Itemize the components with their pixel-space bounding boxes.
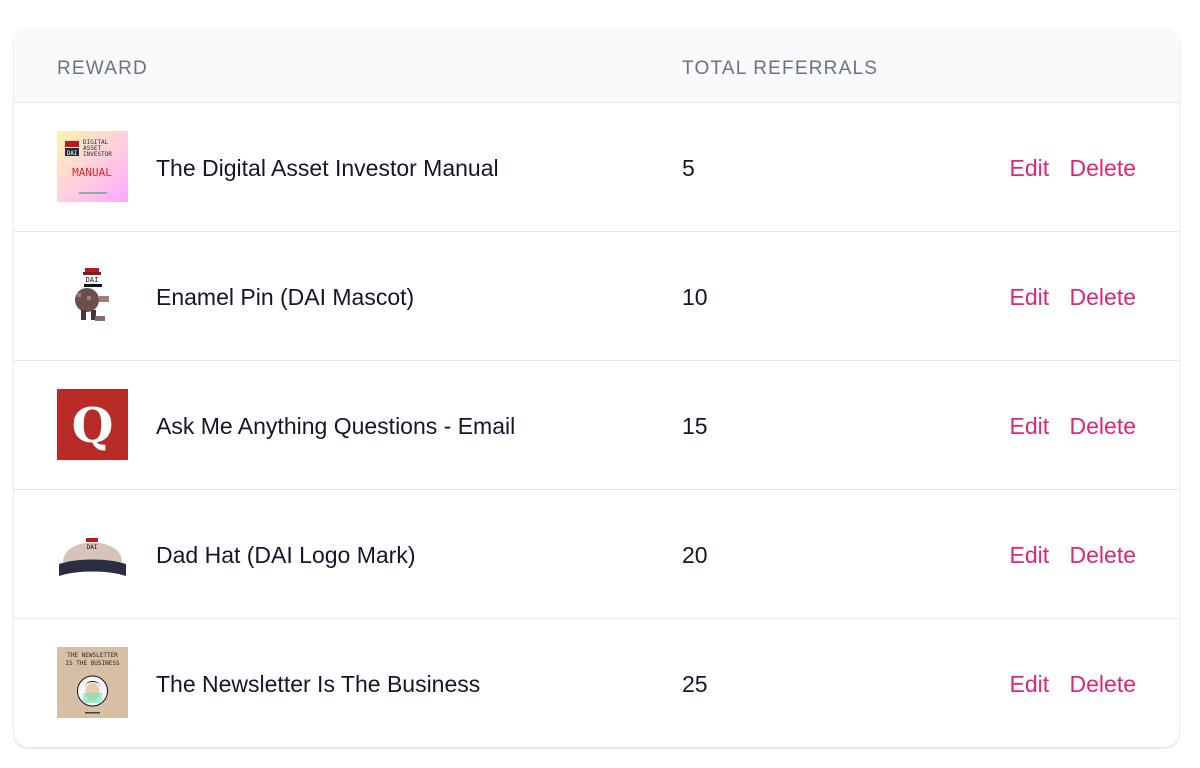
svg-text:DAI: DAI <box>67 150 78 157</box>
svg-text:IS THE BUSINESS: IS THE BUSINESS <box>65 660 120 667</box>
reward-name: The Newsletter Is The Business <box>156 671 481 697</box>
edit-button[interactable]: Edit <box>1009 671 1050 697</box>
reward-name: Dad Hat (DAI Logo Mark) <box>156 542 416 568</box>
total-referrals-column-header: TOTAL REFERRALS <box>682 58 879 79</box>
row-actions: Edit Delete <box>1009 284 1136 310</box>
mascot-pin-icon: DAI <box>57 260 128 331</box>
delete-button[interactable]: Delete <box>1069 155 1136 181</box>
delete-button[interactable]: Delete <box>1069 671 1136 697</box>
svg-text:DAI: DAI <box>86 276 99 284</box>
reward-name: Ask Me Anything Questions - Email <box>156 413 516 439</box>
svg-text:ASSET: ASSET <box>83 145 101 152</box>
row-actions: Edit Delete <box>1009 155 1136 181</box>
delete-button[interactable]: Delete <box>1069 284 1136 310</box>
edit-button[interactable]: Edit <box>1009 284 1050 310</box>
row-actions: Edit Delete <box>1009 671 1136 697</box>
quora-q-icon: Q <box>57 389 128 460</box>
table-row: THE NEWSLETTER IS THE BUSINESS The Newsl… <box>14 619 1179 747</box>
table-row: DAI Enamel Pin (DAI Mascot) 10 Edit Dele… <box>14 232 1179 361</box>
delete-button[interactable]: Delete <box>1069 413 1136 439</box>
referral-count: 25 <box>682 671 708 697</box>
svg-text:DIGITAL: DIGITAL <box>83 139 109 146</box>
book-cover-icon: THE NEWSLETTER IS THE BUSINESS <box>57 647 128 718</box>
svg-text:THE NEWSLETTER: THE NEWSLETTER <box>67 652 118 659</box>
table-header: REWARD TOTAL REFERRALS <box>14 29 1179 103</box>
rewards-table: REWARD TOTAL REFERRALS DAI DIGITAL ASSET <box>14 29 1179 747</box>
referral-count: 20 <box>682 542 708 568</box>
row-actions: Edit Delete <box>1009 542 1136 568</box>
dad-hat-icon: DAI <box>57 518 128 589</box>
svg-text:INVESTOR: INVESTOR <box>83 151 112 158</box>
reward-name: The Digital Asset Investor Manual <box>156 155 499 181</box>
svg-text:DAI: DAI <box>87 544 98 551</box>
edit-button[interactable]: Edit <box>1009 542 1050 568</box>
referral-count: 15 <box>682 413 708 439</box>
svg-text:Q: Q <box>72 398 114 454</box>
referral-count: 10 <box>682 284 708 310</box>
edit-button[interactable]: Edit <box>1009 413 1050 439</box>
table-row: DAI Dad Hat (DAI Logo Mark) 20 Edit Dele… <box>14 490 1179 619</box>
reward-column-header: REWARD <box>57 58 148 79</box>
manual-cover-icon: DAI DIGITAL ASSET INVESTOR MANUAL <box>57 131 128 202</box>
reward-name: Enamel Pin (DAI Mascot) <box>156 284 415 310</box>
table-row: Q Ask Me Anything Questions - Email 15 E… <box>14 361 1179 490</box>
delete-button[interactable]: Delete <box>1069 542 1136 568</box>
edit-button[interactable]: Edit <box>1009 155 1050 181</box>
referral-count: 5 <box>682 155 695 181</box>
table-row: DAI DIGITAL ASSET INVESTOR MANUAL The Di… <box>14 103 1179 232</box>
svg-text:MANUAL: MANUAL <box>72 166 112 179</box>
row-actions: Edit Delete <box>1009 413 1136 439</box>
